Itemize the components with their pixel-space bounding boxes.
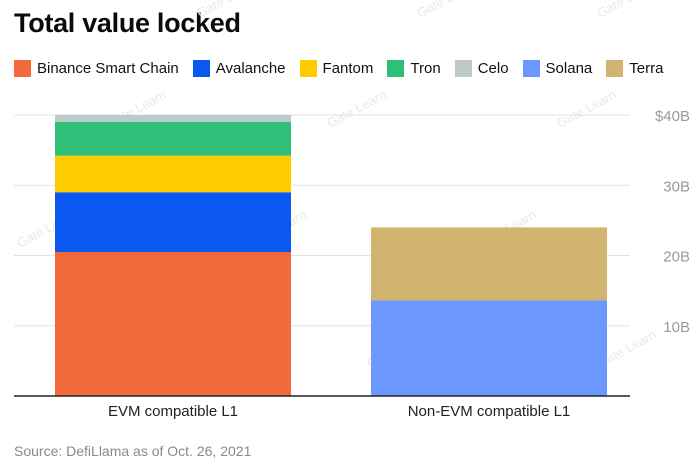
watermark-text: Gate Learn — [594, 0, 658, 21]
watermark-text: Gate Learn — [414, 0, 478, 21]
legend-swatch — [606, 60, 624, 77]
legend-label: Celo — [477, 60, 509, 77]
bar-segment-terra — [371, 227, 607, 301]
watermark-text: Gate Learn — [554, 87, 618, 131]
x-tick-label: Non-EVM compatible L1 — [408, 403, 571, 420]
legend-item-tron: Tron — [387, 60, 441, 77]
chart-title: Total value locked — [14, 8, 241, 38]
y-tick-label: 20B — [663, 249, 690, 266]
y-tick-label: 30B — [663, 178, 690, 195]
watermark-text: Gate Learn — [324, 87, 388, 131]
legend-item-binance-smart-chain: Binance Smart Chain — [14, 60, 179, 77]
legend: Binance Smart Chain Avalanche Fantom Tron Ce… — [14, 60, 677, 77]
legend-label: Avalanche — [215, 60, 286, 77]
y-tick-label: $40B — [655, 108, 690, 125]
bar-segment-solana — [371, 300, 607, 396]
bar-segment-celo — [55, 115, 291, 123]
legend-item-terra: Terra — [606, 60, 663, 77]
x-tick-label: EVM compatible L1 — [108, 403, 238, 420]
legend-label: Fantom — [322, 60, 374, 77]
legend-swatch — [387, 60, 405, 77]
legend-item-solana: Solana — [522, 60, 593, 77]
legend-swatch — [299, 60, 317, 77]
legend-item-avalanche: Avalanche — [192, 60, 286, 77]
bar-segment-fantom — [55, 155, 291, 193]
watermark-text: Gate Learn — [194, 0, 258, 21]
bar-segment-avalanche — [55, 192, 291, 252]
legend-item-fantom: Fantom — [299, 60, 374, 77]
legend-label: Terra — [629, 60, 664, 77]
legend-swatch — [454, 60, 472, 77]
bar-segment-binance-smart-chain — [55, 251, 291, 396]
legend-swatch — [522, 60, 540, 77]
legend-label: Tron — [410, 60, 441, 77]
legend-swatch — [14, 60, 31, 77]
legend-swatch — [192, 60, 210, 77]
legend-label: Binance Smart Chain — [37, 60, 179, 77]
y-tick-label: 10B — [663, 319, 690, 336]
source-note: Source: DefiLlama as of Oct. 26, 2021 — [14, 443, 252, 459]
legend-label: Solana — [545, 60, 593, 77]
legend-item-celo: Celo — [454, 60, 509, 77]
bar-segment-tron — [55, 122, 291, 156]
